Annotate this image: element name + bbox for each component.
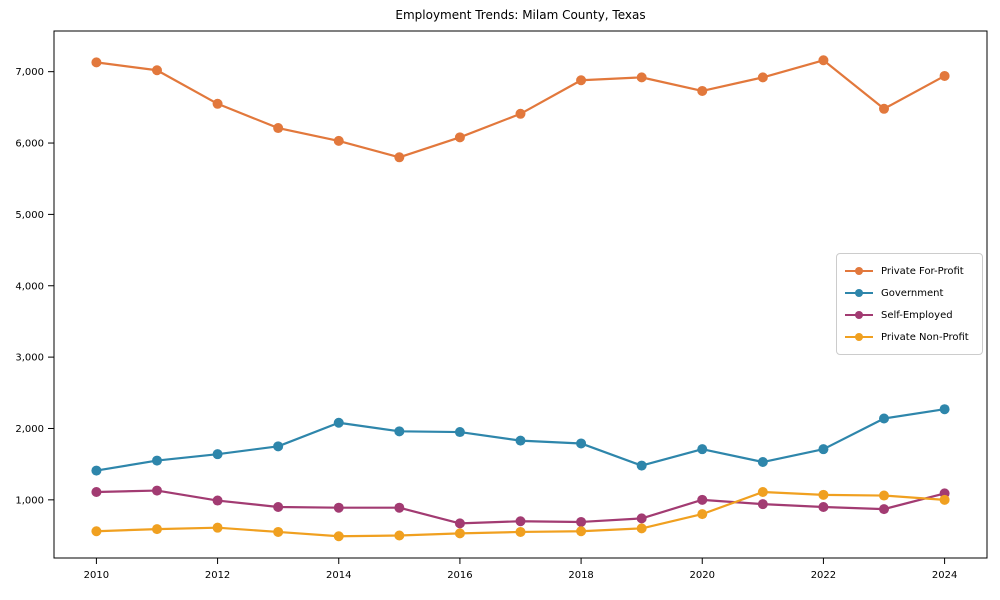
x-tick-label: 2020 bbox=[690, 570, 715, 581]
data-point bbox=[697, 494, 708, 505]
y-tick-label: 1,000 bbox=[15, 495, 44, 506]
legend-marker-icon bbox=[845, 332, 873, 342]
legend-label: Private Non-Profit bbox=[881, 331, 969, 343]
data-point bbox=[212, 495, 223, 506]
data-point bbox=[879, 504, 890, 515]
data-point bbox=[879, 490, 890, 501]
data-point bbox=[333, 135, 344, 146]
legend-item: Government bbox=[845, 282, 974, 304]
data-point bbox=[91, 526, 102, 537]
data-point bbox=[151, 65, 162, 76]
data-point bbox=[636, 460, 647, 471]
data-point bbox=[273, 501, 284, 512]
data-point bbox=[515, 516, 526, 527]
data-point bbox=[273, 123, 284, 134]
data-point bbox=[151, 455, 162, 466]
data-point bbox=[454, 132, 465, 143]
legend-marker-icon bbox=[845, 310, 873, 320]
data-point bbox=[394, 152, 405, 163]
data-point bbox=[515, 108, 526, 119]
legend-item: Private Non-Profit bbox=[845, 326, 974, 348]
chart-title: Employment Trends: Milam County, Texas bbox=[395, 8, 646, 22]
data-point bbox=[757, 486, 768, 497]
y-tick-label: 7,000 bbox=[15, 67, 44, 78]
data-point bbox=[939, 494, 950, 505]
data-point bbox=[333, 417, 344, 428]
data-point bbox=[91, 57, 102, 68]
legend-marker-icon bbox=[845, 288, 873, 298]
x-tick-label: 2014 bbox=[326, 570, 351, 581]
data-point bbox=[515, 435, 526, 446]
data-point bbox=[91, 486, 102, 497]
data-point bbox=[212, 98, 223, 109]
data-point bbox=[939, 404, 950, 415]
data-point bbox=[879, 413, 890, 424]
legend-label: Self-Employed bbox=[881, 309, 953, 321]
plot-frame bbox=[53, 30, 988, 559]
data-point bbox=[818, 55, 829, 66]
data-point bbox=[91, 465, 102, 476]
legend-marker-icon bbox=[845, 266, 873, 276]
data-point bbox=[333, 531, 344, 542]
y-tick-label: 2,000 bbox=[15, 424, 44, 435]
data-point bbox=[818, 501, 829, 512]
data-point bbox=[394, 502, 405, 513]
y-tick-label: 3,000 bbox=[15, 353, 44, 364]
x-tick-label: 2016 bbox=[447, 570, 472, 581]
data-point bbox=[757, 72, 768, 83]
data-point bbox=[636, 72, 647, 83]
data-point bbox=[454, 518, 465, 529]
data-point bbox=[394, 530, 405, 541]
data-point bbox=[818, 489, 829, 500]
data-point bbox=[757, 499, 768, 510]
data-point bbox=[697, 444, 708, 455]
data-point bbox=[454, 528, 465, 539]
legend-item: Self-Employed bbox=[845, 304, 974, 326]
data-point bbox=[636, 513, 647, 524]
x-tick-label: 2022 bbox=[811, 570, 836, 581]
data-point bbox=[757, 457, 768, 468]
data-point bbox=[697, 85, 708, 96]
legend-label: Government bbox=[881, 287, 944, 299]
legend-label: Private For-Profit bbox=[881, 265, 964, 277]
x-tick-label: 2012 bbox=[205, 570, 230, 581]
y-tick-label: 6,000 bbox=[15, 139, 44, 150]
data-point bbox=[879, 103, 890, 114]
data-point bbox=[333, 502, 344, 513]
data-point bbox=[576, 75, 587, 86]
data-point bbox=[151, 524, 162, 535]
x-tick-label: 2024 bbox=[932, 570, 957, 581]
y-tick-label: 5,000 bbox=[15, 210, 44, 221]
data-point bbox=[212, 522, 223, 533]
data-point bbox=[697, 509, 708, 520]
data-point bbox=[394, 426, 405, 437]
data-point bbox=[576, 516, 587, 527]
legend-item: Private For-Profit bbox=[845, 260, 974, 282]
data-point bbox=[273, 526, 284, 537]
data-point bbox=[576, 526, 587, 537]
data-point bbox=[818, 444, 829, 455]
data-point bbox=[454, 427, 465, 438]
x-tick-label: 2010 bbox=[84, 570, 109, 581]
data-point bbox=[515, 526, 526, 537]
y-tick-label: 4,000 bbox=[15, 281, 44, 292]
legend: Private For-Profit Government Self-Employe… bbox=[836, 253, 983, 355]
x-tick-label: 2018 bbox=[568, 570, 593, 581]
data-point bbox=[636, 523, 647, 534]
data-point bbox=[939, 70, 950, 81]
data-point bbox=[273, 441, 284, 452]
data-point bbox=[576, 438, 587, 449]
data-point bbox=[151, 485, 162, 496]
data-point bbox=[212, 449, 223, 460]
